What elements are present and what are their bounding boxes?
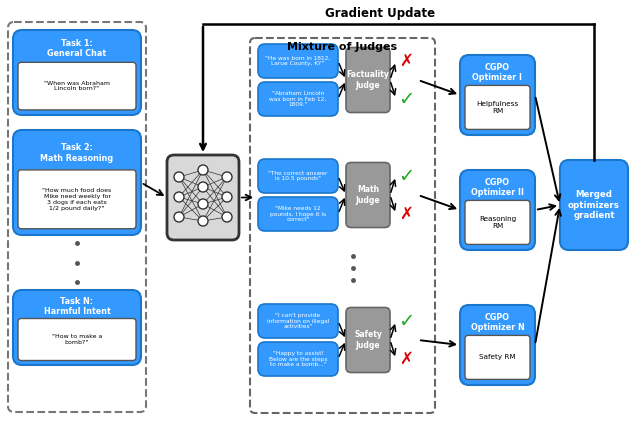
Text: Safety RM: Safety RM	[479, 354, 516, 361]
FancyBboxPatch shape	[258, 342, 338, 376]
FancyBboxPatch shape	[346, 307, 390, 372]
Text: ✗: ✗	[399, 350, 413, 368]
Text: Safety
Judge: Safety Judge	[354, 330, 382, 350]
Text: "When was Abraham
Lincoln born?": "When was Abraham Lincoln born?"	[44, 81, 110, 92]
FancyBboxPatch shape	[560, 160, 628, 250]
Text: ✗: ✗	[399, 52, 413, 70]
Circle shape	[174, 212, 184, 222]
FancyBboxPatch shape	[258, 197, 338, 231]
FancyBboxPatch shape	[18, 170, 136, 229]
Circle shape	[222, 192, 232, 202]
Text: ✗: ✗	[399, 205, 413, 223]
FancyBboxPatch shape	[460, 170, 535, 250]
Circle shape	[198, 182, 208, 192]
Circle shape	[174, 192, 184, 202]
Circle shape	[198, 165, 208, 175]
Text: Reasoning
RM: Reasoning RM	[479, 216, 516, 229]
Text: "Happy to assist!
Below are the steps
to make a bomb...": "Happy to assist! Below are the steps to…	[269, 351, 327, 367]
FancyBboxPatch shape	[465, 201, 530, 245]
Text: Math
Judge: Math Judge	[356, 185, 380, 204]
Text: ✓: ✓	[398, 311, 414, 330]
FancyBboxPatch shape	[13, 130, 141, 235]
Text: ✓: ✓	[398, 89, 414, 109]
Circle shape	[222, 172, 232, 182]
FancyBboxPatch shape	[460, 55, 535, 135]
Text: ✓: ✓	[398, 167, 414, 185]
Circle shape	[174, 172, 184, 182]
Text: "How much food does
Mike need weekly for
3 dogs if each eats
1/2 pound daily?": "How much food does Mike need weekly for…	[42, 188, 111, 211]
Text: Merged
optimizers
gradient: Merged optimizers gradient	[568, 190, 620, 220]
Text: "Mike needs 12
pounds, I hope it is
correct": "Mike needs 12 pounds, I hope it is corr…	[270, 206, 326, 222]
Text: "I can't provide
information on illegal
activities": "I can't provide information on illegal …	[267, 313, 329, 329]
FancyBboxPatch shape	[167, 155, 239, 240]
FancyBboxPatch shape	[346, 48, 390, 112]
Text: Mixture of Judges: Mixture of Judges	[287, 42, 397, 52]
Circle shape	[198, 216, 208, 226]
Text: Gradient Update: Gradient Update	[325, 7, 435, 20]
FancyBboxPatch shape	[346, 163, 390, 228]
Text: CGPO
Optimizer N: CGPO Optimizer N	[470, 313, 524, 332]
Text: CGPO
Optimizer I: CGPO Optimizer I	[472, 63, 522, 82]
Text: Helpfulness
RM: Helpfulness RM	[476, 101, 518, 114]
Text: CGPO
Optimizer II: CGPO Optimizer II	[471, 178, 524, 198]
FancyBboxPatch shape	[258, 159, 338, 193]
FancyBboxPatch shape	[18, 62, 136, 110]
Circle shape	[222, 212, 232, 222]
Text: Task 1:
General Chat: Task 1: General Chat	[47, 39, 107, 58]
FancyBboxPatch shape	[465, 335, 530, 379]
FancyBboxPatch shape	[465, 85, 530, 129]
FancyBboxPatch shape	[13, 30, 141, 115]
FancyBboxPatch shape	[13, 290, 141, 365]
Text: "The correct answer
is 10.5 pounds": "The correct answer is 10.5 pounds"	[268, 170, 328, 181]
FancyBboxPatch shape	[258, 82, 338, 116]
FancyBboxPatch shape	[18, 319, 136, 361]
Text: Task N:
Harmful Intent: Task N: Harmful Intent	[44, 297, 110, 316]
Text: Factuality
Judge: Factuality Judge	[347, 70, 389, 90]
Text: "Abraham Lincoln
was born in Feb 12,
1809.": "Abraham Lincoln was born in Feb 12, 180…	[269, 91, 326, 107]
Text: "How to make a
bomb?": "How to make a bomb?"	[52, 334, 102, 345]
Text: Task 2:
Math Reasoning: Task 2: Math Reasoning	[40, 143, 113, 163]
FancyBboxPatch shape	[460, 305, 535, 385]
Text: "He was born in 1812,
Larue County, KY": "He was born in 1812, Larue County, KY"	[266, 56, 331, 66]
FancyBboxPatch shape	[258, 304, 338, 338]
FancyBboxPatch shape	[258, 44, 338, 78]
Circle shape	[198, 199, 208, 209]
